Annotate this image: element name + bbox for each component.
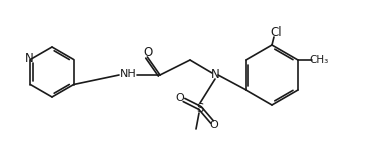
Text: S: S	[196, 102, 204, 114]
Text: NH: NH	[120, 69, 137, 79]
Text: O: O	[210, 120, 219, 130]
Text: O: O	[176, 93, 184, 103]
Text: N: N	[210, 69, 219, 81]
Text: CH₃: CH₃	[309, 55, 329, 65]
Text: O: O	[144, 46, 153, 60]
Text: Cl: Cl	[270, 26, 282, 39]
Text: N: N	[25, 52, 34, 65]
